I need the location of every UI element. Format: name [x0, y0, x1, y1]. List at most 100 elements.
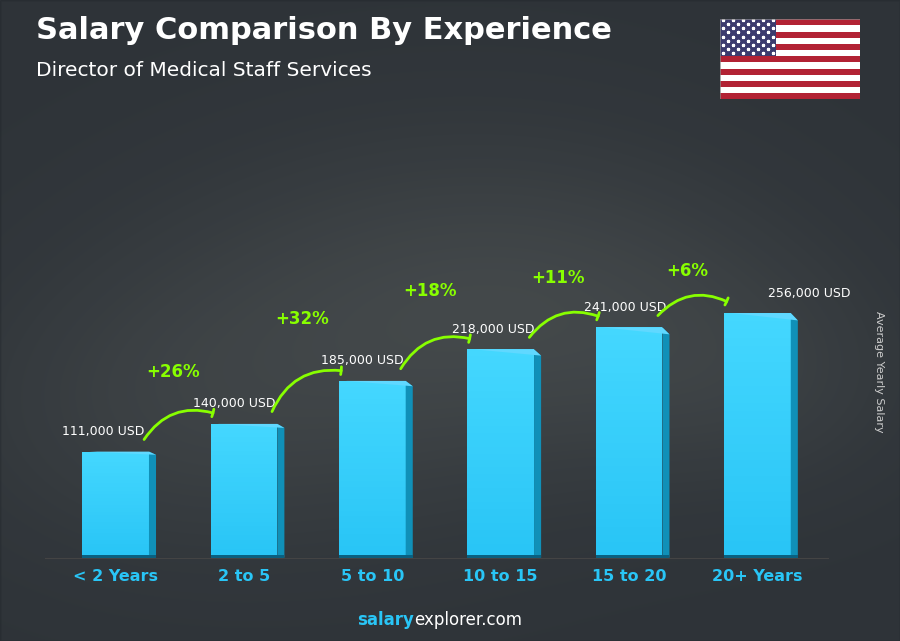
Bar — [211, 549, 277, 553]
Bar — [724, 419, 791, 427]
Bar — [467, 474, 534, 481]
Text: +6%: +6% — [666, 262, 707, 280]
Bar — [724, 395, 791, 403]
Polygon shape — [534, 349, 541, 558]
Polygon shape — [339, 381, 413, 387]
Polygon shape — [82, 554, 156, 558]
Bar — [82, 540, 149, 544]
Bar — [467, 481, 534, 488]
Bar — [467, 412, 534, 419]
Bar — [339, 517, 406, 522]
Polygon shape — [211, 424, 284, 428]
Bar — [467, 488, 534, 495]
Bar — [339, 428, 406, 434]
Bar — [724, 476, 791, 485]
Bar — [339, 387, 406, 393]
Bar — [339, 404, 406, 410]
Bar — [596, 412, 662, 419]
Bar — [467, 433, 534, 440]
Bar — [720, 62, 859, 69]
Bar — [211, 473, 277, 478]
Bar — [82, 480, 149, 483]
Text: 241,000 USD: 241,000 USD — [584, 301, 667, 314]
Bar — [82, 455, 149, 459]
Bar — [724, 492, 791, 501]
Bar — [339, 416, 406, 422]
Bar — [724, 387, 791, 395]
Bar — [724, 542, 791, 549]
Bar — [467, 419, 534, 426]
Bar — [339, 528, 406, 534]
Text: +11%: +11% — [532, 269, 585, 287]
Bar — [339, 463, 406, 469]
Bar — [339, 552, 406, 558]
Polygon shape — [467, 349, 541, 356]
Bar — [596, 427, 662, 435]
Bar — [82, 490, 149, 494]
Bar — [724, 501, 791, 509]
Bar — [720, 87, 859, 93]
Bar — [82, 466, 149, 469]
Bar — [596, 381, 662, 389]
Text: salary: salary — [357, 611, 414, 629]
Bar — [82, 551, 149, 554]
Bar — [339, 499, 406, 504]
Bar — [724, 485, 791, 492]
Text: Director of Medical Staff Services: Director of Medical Staff Services — [36, 61, 372, 80]
Bar — [82, 494, 149, 497]
Text: 140,000 USD: 140,000 USD — [193, 397, 275, 410]
Bar — [82, 529, 149, 533]
Bar — [467, 509, 534, 516]
Bar — [211, 446, 277, 451]
Bar — [596, 550, 662, 558]
Bar — [596, 351, 662, 358]
Bar — [82, 469, 149, 473]
Bar — [596, 535, 662, 542]
Bar — [596, 442, 662, 450]
Text: 256,000 USD: 256,000 USD — [768, 287, 850, 299]
Bar — [82, 519, 149, 522]
Bar — [82, 504, 149, 508]
Bar — [467, 426, 534, 433]
Bar — [724, 525, 791, 533]
Bar — [339, 445, 406, 452]
Bar — [211, 428, 277, 433]
Bar — [467, 356, 534, 363]
Polygon shape — [596, 554, 670, 558]
Bar — [596, 527, 662, 535]
Text: +32%: +32% — [274, 310, 328, 328]
Bar — [596, 542, 662, 550]
Bar — [467, 502, 534, 509]
Bar — [82, 487, 149, 490]
Bar — [211, 513, 277, 517]
Bar — [467, 370, 534, 377]
Bar — [211, 540, 277, 544]
Bar — [339, 540, 406, 546]
Bar — [82, 537, 149, 540]
Bar — [339, 422, 406, 428]
Text: Salary Comparison By Experience: Salary Comparison By Experience — [36, 16, 612, 45]
Bar — [82, 547, 149, 551]
Bar — [467, 495, 534, 502]
Bar — [724, 509, 791, 517]
Bar — [467, 537, 534, 544]
Bar — [724, 533, 791, 542]
Bar — [339, 381, 406, 387]
Bar — [596, 458, 662, 465]
Polygon shape — [596, 328, 670, 335]
Bar — [467, 447, 534, 454]
Bar — [724, 370, 791, 378]
Bar — [467, 377, 534, 384]
Bar — [211, 491, 277, 495]
Bar — [720, 26, 859, 31]
Bar — [211, 451, 277, 455]
Bar — [211, 526, 277, 531]
Bar — [82, 544, 149, 547]
Bar — [596, 374, 662, 381]
Bar — [467, 391, 534, 398]
Bar — [596, 473, 662, 481]
Bar — [211, 544, 277, 549]
Bar — [211, 478, 277, 482]
Bar — [211, 460, 277, 464]
Bar — [724, 378, 791, 387]
